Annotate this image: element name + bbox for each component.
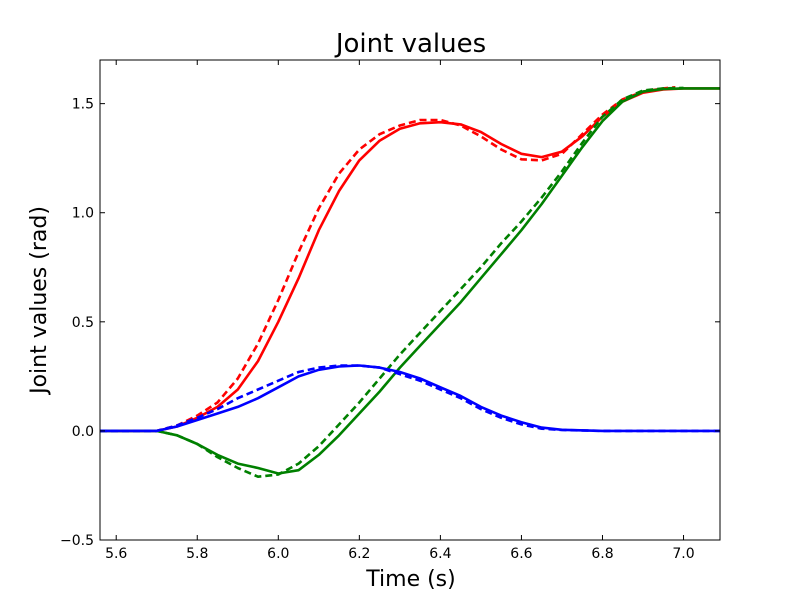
series-line-red-solid (100, 87, 720, 433)
x-tick-label: 6.2 (348, 546, 370, 562)
x-tick-label: 6.8 (591, 546, 613, 562)
series-line-green-solid (100, 87, 720, 475)
x-tick-label: 6.6 (510, 546, 532, 562)
y-tick-label: −0.5 (60, 533, 94, 549)
ticks-layer: 5.6 5.8 6.0 6.2 6.4 6.6 6.8 7.0 −0.5 0.0 0.5 1.0 1.5 (60, 60, 720, 562)
y-axis-title: Joint values (rad) (27, 206, 52, 396)
series-layer (100, 86, 720, 479)
x-tick-label: 6.4 (429, 546, 451, 562)
y-tick-label: 1.5 (72, 97, 94, 113)
plot-frame (99, 59, 721, 541)
x-tick-label: 7.0 (672, 546, 694, 562)
x-tick-label: 5.8 (186, 546, 208, 562)
x-tick-label: 6.0 (267, 546, 289, 562)
chart-title: Joint values (334, 29, 486, 59)
y-tick-label: 1.0 (72, 206, 94, 222)
series-line-red-dashed (100, 86, 676, 433)
y-tick-label: 0.0 (72, 424, 94, 440)
series-line-blue-solid (100, 364, 720, 433)
y-tick-label: 0.5 (72, 315, 94, 331)
x-tick-label: 5.6 (105, 546, 127, 562)
x-axis-title: Time (s) (365, 567, 455, 592)
series-line-green-dashed (100, 86, 684, 479)
